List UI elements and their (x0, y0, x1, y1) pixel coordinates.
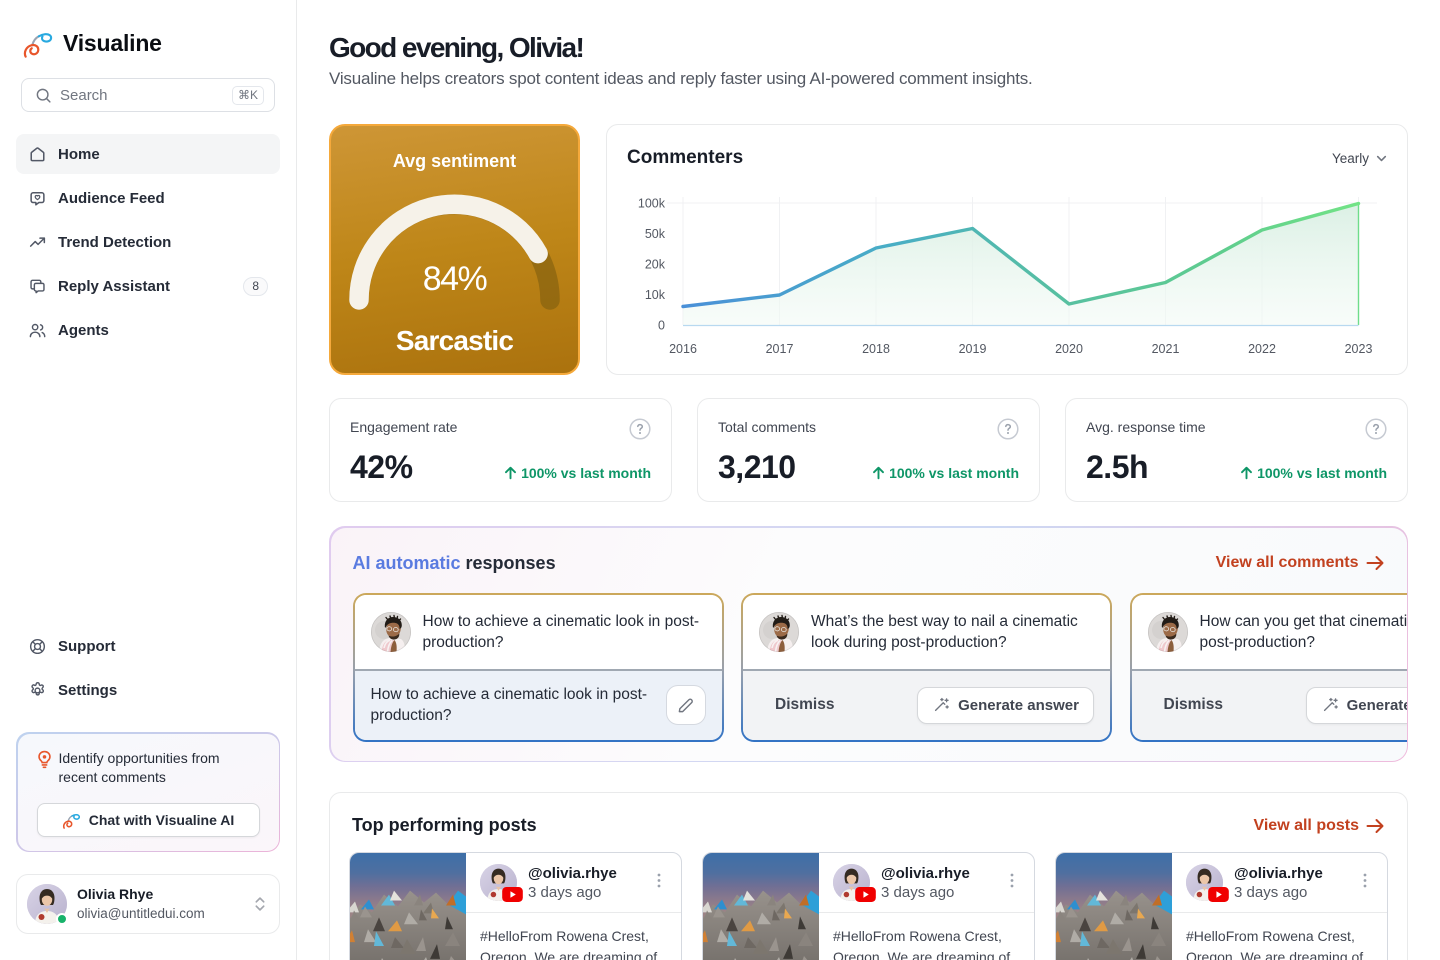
svg-text:2019: 2019 (959, 342, 987, 356)
svg-text:2018: 2018 (862, 342, 890, 356)
svg-text:2017: 2017 (766, 342, 794, 356)
svg-text:0: 0 (658, 319, 665, 333)
svg-text:2021: 2021 (1152, 342, 1180, 356)
svg-text:100k: 100k (638, 197, 666, 211)
svg-text:2022: 2022 (1248, 342, 1276, 356)
svg-text:2016: 2016 (669, 342, 697, 356)
svg-text:20k: 20k (645, 258, 666, 272)
svg-text:2023: 2023 (1345, 342, 1373, 356)
svg-text:50k: 50k (645, 227, 666, 241)
svg-text:2020: 2020 (1055, 342, 1083, 356)
svg-text:10k: 10k (645, 288, 666, 302)
